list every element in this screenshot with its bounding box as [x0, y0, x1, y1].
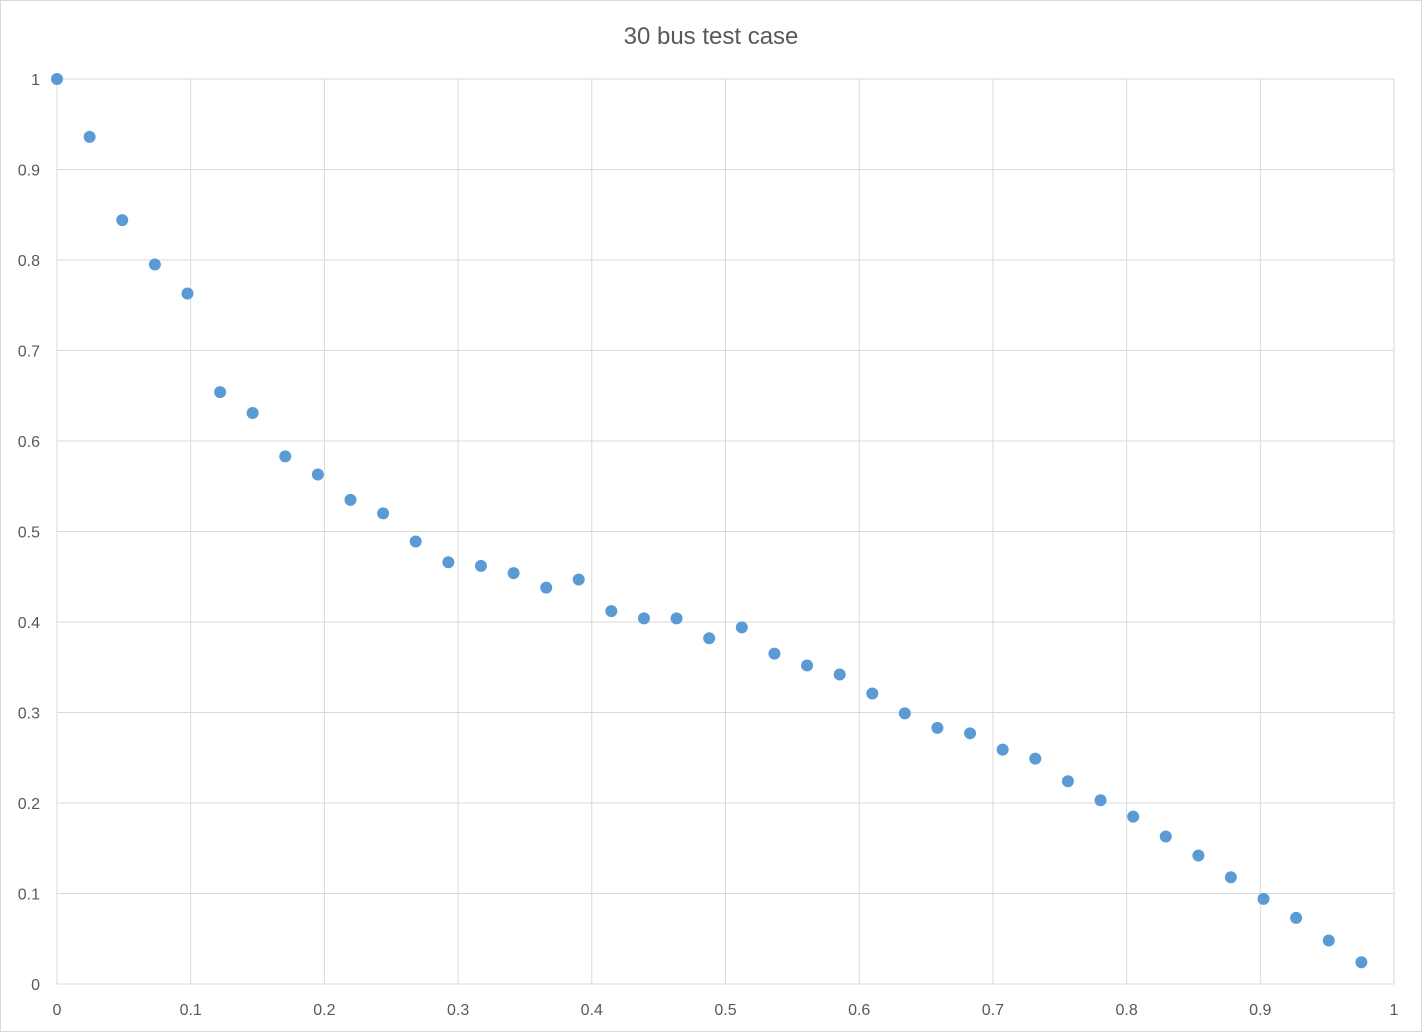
data-point	[377, 507, 390, 520]
data-point	[1061, 775, 1074, 788]
data-point	[768, 647, 781, 660]
data-point	[964, 727, 977, 740]
data-point	[1127, 810, 1140, 823]
data-point	[181, 287, 194, 300]
y-tick-label: 0.7	[18, 344, 40, 361]
data-point	[1094, 794, 1107, 807]
x-tick-label: 0.1	[180, 1002, 202, 1019]
data-point	[1159, 830, 1172, 843]
data-point	[931, 721, 944, 734]
data-point	[1192, 849, 1205, 862]
data-point	[996, 743, 1009, 756]
x-tick-label: 0.8	[1115, 1002, 1137, 1019]
data-point	[540, 581, 553, 594]
data-point	[51, 73, 63, 85]
data-point	[1224, 871, 1237, 884]
data-point	[83, 130, 96, 143]
x-tick-label: 0.9	[1249, 1002, 1271, 1019]
y-tick-label: 0.6	[18, 434, 40, 451]
data-point	[148, 258, 161, 271]
x-tick-label: 0.4	[581, 1002, 603, 1019]
data-point	[116, 214, 129, 227]
data-point	[572, 573, 585, 586]
data-point	[507, 567, 520, 580]
x-tick-label: 0.5	[714, 1002, 736, 1019]
chart-title: 30 bus test case	[623, 23, 799, 50]
data-point	[442, 556, 455, 569]
data-point	[1257, 892, 1270, 905]
data-point	[703, 632, 716, 645]
x-tick-label: 0	[53, 1002, 62, 1019]
y-tick-label: 0.2	[18, 796, 40, 813]
data-point	[637, 612, 650, 625]
x-tick-label: 0.3	[447, 1002, 469, 1019]
data-series	[51, 73, 1368, 969]
x-tick-label: 0.2	[313, 1002, 335, 1019]
data-point	[246, 406, 259, 419]
data-point	[409, 535, 422, 548]
data-point	[833, 668, 846, 681]
x-tick-label: 1	[1390, 1002, 1399, 1019]
data-point	[801, 659, 814, 672]
x-tick-label: 0.6	[848, 1002, 870, 1019]
x-tick-label: 0.7	[982, 1002, 1004, 1019]
data-point	[898, 707, 911, 720]
data-point	[214, 386, 227, 399]
data-point	[1355, 956, 1368, 969]
y-tick-label: 0.9	[18, 163, 40, 180]
data-point	[279, 450, 292, 463]
gridlines	[57, 78, 1395, 984]
data-point	[866, 687, 879, 700]
data-point	[605, 605, 618, 618]
y-tick-label: 0.4	[18, 615, 40, 632]
y-tick-label: 0.1	[18, 887, 40, 904]
y-tick-label: 0.5	[18, 525, 40, 542]
data-point	[344, 493, 357, 506]
y-tick-label: 0	[31, 977, 40, 994]
y-tick-label: 0.3	[18, 706, 40, 723]
data-point	[1029, 752, 1042, 765]
data-point	[670, 612, 683, 625]
data-point	[311, 468, 324, 481]
y-tick-label: 1	[31, 72, 40, 89]
data-point	[1290, 911, 1303, 924]
data-point	[474, 559, 487, 572]
data-point	[1322, 934, 1335, 947]
data-point	[735, 621, 748, 634]
y-tick-label: 0.8	[18, 253, 40, 270]
